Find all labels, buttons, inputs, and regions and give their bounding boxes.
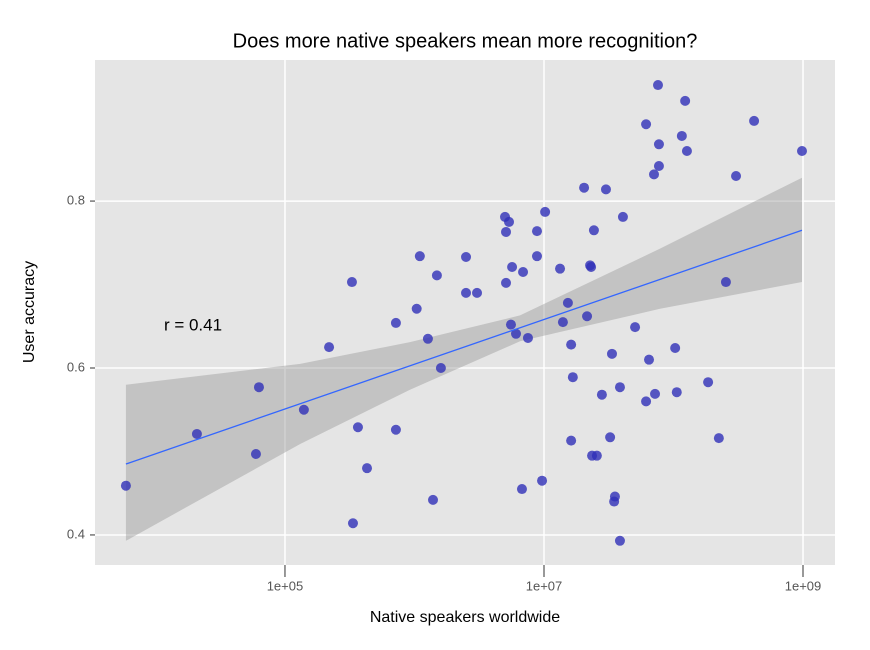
- y-tick-label: 0.8: [67, 193, 85, 208]
- point: [720, 277, 731, 288]
- point: [505, 319, 516, 330]
- point: [641, 396, 652, 407]
- fit-line: [125, 229, 803, 465]
- point: [253, 382, 264, 393]
- point: [347, 518, 358, 529]
- point: [609, 491, 620, 502]
- y-axis-label: User accuracy: [21, 261, 38, 363]
- point: [390, 424, 401, 435]
- point: [540, 206, 551, 217]
- point: [579, 182, 590, 193]
- point: [428, 494, 439, 505]
- point: [522, 332, 533, 343]
- point: [461, 251, 472, 262]
- point: [566, 435, 577, 446]
- point: [567, 372, 578, 383]
- point: [390, 317, 401, 328]
- x-tick-label: 1e+07: [526, 578, 563, 593]
- point: [518, 267, 529, 278]
- point: [582, 311, 593, 322]
- point: [652, 80, 663, 91]
- point: [650, 388, 661, 399]
- point: [731, 171, 742, 182]
- point: [653, 139, 664, 150]
- point: [501, 277, 512, 288]
- point: [703, 377, 714, 388]
- point: [586, 262, 597, 273]
- point: [671, 387, 682, 398]
- point: [472, 287, 483, 298]
- point: [653, 161, 664, 172]
- point: [562, 297, 573, 308]
- point: [422, 333, 433, 344]
- y-tick-label: 0.4: [67, 526, 85, 541]
- point: [298, 404, 309, 415]
- point: [511, 328, 522, 339]
- point: [555, 263, 566, 274]
- point: [649, 169, 660, 180]
- point: [588, 225, 599, 236]
- point: [120, 480, 131, 491]
- point: [796, 145, 807, 156]
- point: [644, 354, 655, 365]
- point: [431, 270, 442, 281]
- point: [531, 226, 542, 237]
- point: [507, 262, 518, 273]
- point: [617, 211, 628, 222]
- point: [676, 130, 687, 141]
- point: [681, 145, 692, 156]
- point: [461, 287, 472, 298]
- point: [566, 339, 577, 350]
- x-tick-label: 1e+09: [785, 578, 822, 593]
- point: [191, 428, 202, 439]
- point: [414, 251, 425, 262]
- point: [352, 422, 363, 433]
- point: [605, 432, 616, 443]
- point: [557, 317, 568, 328]
- point: [630, 322, 641, 333]
- point: [713, 433, 724, 444]
- point: [596, 389, 607, 400]
- point: [516, 484, 527, 495]
- point: [614, 535, 625, 546]
- y-tick-label: 0.6: [67, 359, 85, 374]
- point: [749, 115, 760, 126]
- point: [435, 363, 446, 374]
- point: [531, 251, 542, 262]
- point: [537, 475, 548, 486]
- point: [641, 119, 652, 130]
- point: [501, 226, 512, 237]
- annotation: r = 0.41: [164, 315, 222, 334]
- chart-title: Does more native speakers mean more reco…: [233, 30, 698, 52]
- point: [606, 348, 617, 359]
- point: [670, 342, 681, 353]
- point: [324, 342, 335, 353]
- point: [346, 277, 357, 288]
- point: [680, 95, 691, 106]
- point: [591, 450, 602, 461]
- point: [600, 184, 611, 195]
- point: [362, 463, 373, 474]
- point: [614, 382, 625, 393]
- x-axis-label: Native speakers worldwide: [370, 609, 560, 626]
- x-tick-label: 1e+05: [267, 578, 304, 593]
- confidence-band: [125, 177, 802, 541]
- point: [250, 448, 261, 459]
- plot-panel: [95, 60, 835, 565]
- point: [411, 303, 422, 314]
- point: [504, 216, 515, 227]
